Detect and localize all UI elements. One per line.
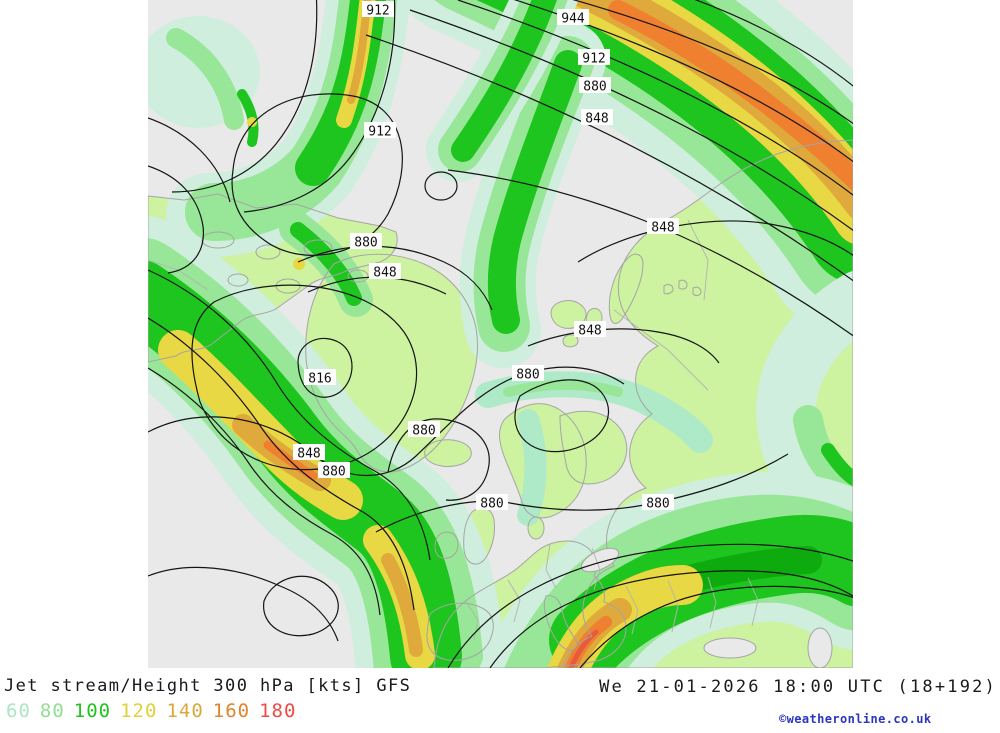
contour-label-880: 880 [476,494,508,512]
contour-label-880: 880 [350,233,382,251]
svg-text:880: 880 [516,368,539,383]
svg-text:880: 880 [354,236,377,251]
contour-label-880: 880 [579,77,611,95]
svg-text:880: 880 [322,465,345,480]
legend-value-160: 160 [212,700,251,722]
contour-label-880: 880 [642,494,674,512]
svg-text:880: 880 [412,424,435,439]
svg-text:912: 912 [582,52,605,67]
contour-label-848: 848 [293,444,325,462]
contour-label-912: 912 [578,49,610,67]
contour-label-816: 816 [304,369,336,387]
svg-text:848: 848 [585,112,608,127]
svg-text:816: 816 [308,372,331,387]
svg-text:880: 880 [480,497,503,512]
contour-label-848: 848 [647,218,679,236]
contour-label-848: 848 [369,263,401,281]
copyright-label: ©weatheronline.co.uk [779,712,932,726]
legend-value-100: 100 [73,700,112,722]
svg-text:848: 848 [578,324,601,339]
svg-text:848: 848 [651,221,674,236]
chart-title: Jet stream/Height 300 hPa [kts] GFS [4,676,412,696]
wind-speed-legend: 60 80 100 120 140 160 180 [6,700,296,722]
coastlines [148,139,853,668]
valid-datetime: We 21-01-2026 18:00 UTC (18+192) [599,677,997,697]
contour-label-912: 912 [364,122,396,140]
jet-stream-map: 912 944 912 880 848 912 848 880 848 848 816 880 880 8… [148,0,853,668]
svg-text:848: 848 [373,266,396,281]
height-contours [148,0,853,668]
legend-value-180: 180 [259,700,297,722]
inland-seas [580,547,833,668]
svg-text:880: 880 [646,497,669,512]
contour-label-944: 944 [557,9,589,27]
country-borders [148,219,759,641]
jet-stream-bands [148,0,853,668]
legend-value-80: 80 [39,700,65,722]
svg-text:848: 848 [297,447,320,462]
contour-label-880: 880 [408,421,440,439]
contour-label-912: 912 [362,1,394,19]
legend-value-120: 120 [120,700,158,722]
contour-label-848: 848 [574,321,606,339]
contour-label-848: 848 [581,109,613,127]
svg-text:912: 912 [368,125,391,140]
legend-value-140: 140 [166,700,204,722]
legend-value-60: 60 [6,700,31,722]
contour-label-880: 880 [318,462,350,480]
svg-text:912: 912 [366,4,389,19]
svg-text:880: 880 [583,80,606,95]
svg-text:944: 944 [561,12,585,27]
contour-label-880: 880 [512,365,544,383]
